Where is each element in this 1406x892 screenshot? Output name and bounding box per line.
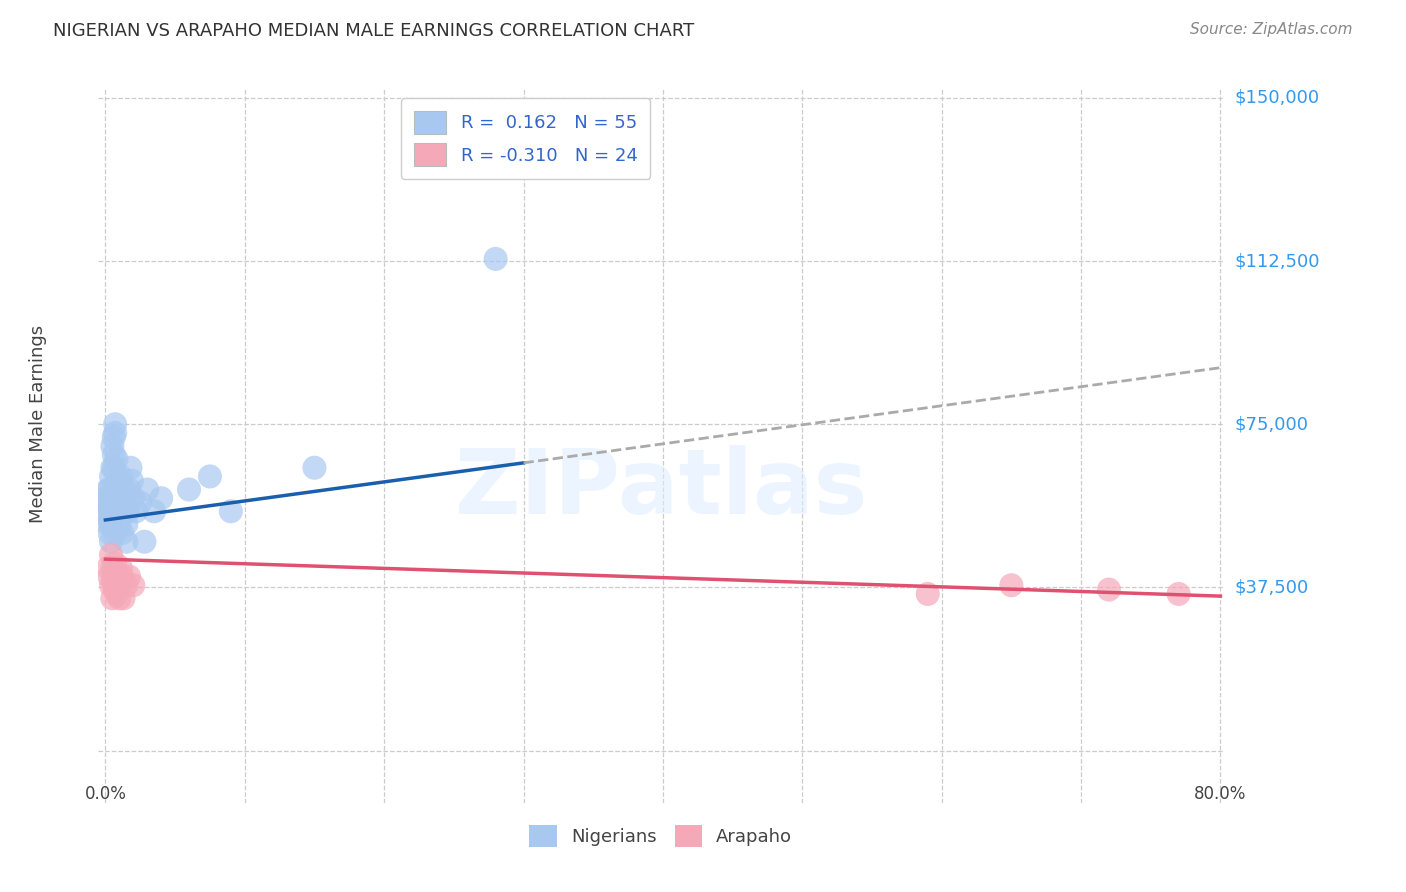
Point <box>100 517 122 532</box>
Point <box>115 578 138 592</box>
Point <box>112 504 135 518</box>
Point <box>97 483 120 497</box>
Point <box>177 483 200 497</box>
Point <box>101 439 124 453</box>
Point <box>101 504 124 518</box>
Point <box>122 491 145 506</box>
Point <box>98 483 121 497</box>
Point <box>115 517 138 532</box>
Point <box>1167 587 1189 601</box>
Point <box>917 587 939 601</box>
Point <box>105 569 128 583</box>
Point <box>100 469 122 483</box>
Point <box>129 495 152 509</box>
Point <box>104 557 127 571</box>
Point <box>97 495 120 509</box>
Point <box>96 491 118 506</box>
Text: NIGERIAN VS ARAPAHO MEDIAN MALE EARNINGS CORRELATION CHART: NIGERIAN VS ARAPAHO MEDIAN MALE EARNINGS… <box>53 22 695 40</box>
Point <box>143 504 166 518</box>
Point <box>108 495 131 509</box>
Point <box>107 474 129 488</box>
Point <box>104 582 127 597</box>
Point <box>108 517 131 532</box>
Point <box>98 526 121 541</box>
Point <box>100 578 122 592</box>
Point <box>101 591 124 606</box>
Text: $112,500: $112,500 <box>1234 252 1320 270</box>
Point <box>121 474 143 488</box>
Point <box>107 578 129 592</box>
Text: 80.0%: 80.0% <box>1194 785 1247 804</box>
Point <box>485 252 508 266</box>
Point <box>100 495 122 509</box>
Point <box>304 460 326 475</box>
Point <box>97 561 120 575</box>
Point <box>110 504 132 518</box>
Point <box>97 517 120 532</box>
Point <box>115 534 138 549</box>
Point <box>118 569 141 583</box>
Legend: Nigerians, Arapaho: Nigerians, Arapaho <box>522 818 800 855</box>
Point <box>134 534 156 549</box>
Point <box>111 526 134 541</box>
Point <box>101 460 124 475</box>
Point <box>103 578 125 592</box>
Point <box>107 491 129 506</box>
Point <box>1000 578 1022 592</box>
Point <box>118 483 141 497</box>
Point <box>122 578 145 592</box>
Point <box>136 483 159 497</box>
Text: ZIPatlas: ZIPatlas <box>454 445 868 533</box>
Point <box>103 430 125 444</box>
Point <box>101 491 124 506</box>
Point <box>125 504 148 518</box>
Point <box>98 569 121 583</box>
Point <box>105 483 128 497</box>
Point <box>198 469 221 483</box>
Point <box>219 504 242 518</box>
Point <box>110 469 132 483</box>
Point <box>114 483 136 497</box>
Point <box>100 548 122 562</box>
Point <box>150 491 173 506</box>
Point <box>96 504 118 518</box>
Point <box>104 417 127 432</box>
Text: Median Male Earnings: Median Male Earnings <box>30 326 48 524</box>
Point <box>105 452 128 467</box>
Point <box>108 591 131 606</box>
Text: $37,500: $37,500 <box>1234 578 1309 597</box>
Point <box>111 495 134 509</box>
Text: $75,000: $75,000 <box>1234 416 1309 434</box>
Point <box>98 513 121 527</box>
Point <box>98 504 121 518</box>
Point <box>110 561 132 575</box>
Text: Source: ZipAtlas.com: Source: ZipAtlas.com <box>1189 22 1353 37</box>
Point <box>104 526 127 541</box>
Text: $150,000: $150,000 <box>1234 89 1319 107</box>
Point <box>1098 582 1121 597</box>
Point <box>101 561 124 575</box>
Point <box>104 425 127 440</box>
Point <box>120 460 142 475</box>
Point <box>100 534 122 549</box>
Point <box>105 587 128 601</box>
Point <box>112 591 135 606</box>
Point <box>105 504 128 518</box>
Point <box>117 504 139 518</box>
Point <box>111 569 134 583</box>
Point <box>103 569 125 583</box>
Point <box>103 448 125 462</box>
Text: 0.0%: 0.0% <box>84 785 127 804</box>
Point <box>98 500 121 514</box>
Point <box>103 460 125 475</box>
